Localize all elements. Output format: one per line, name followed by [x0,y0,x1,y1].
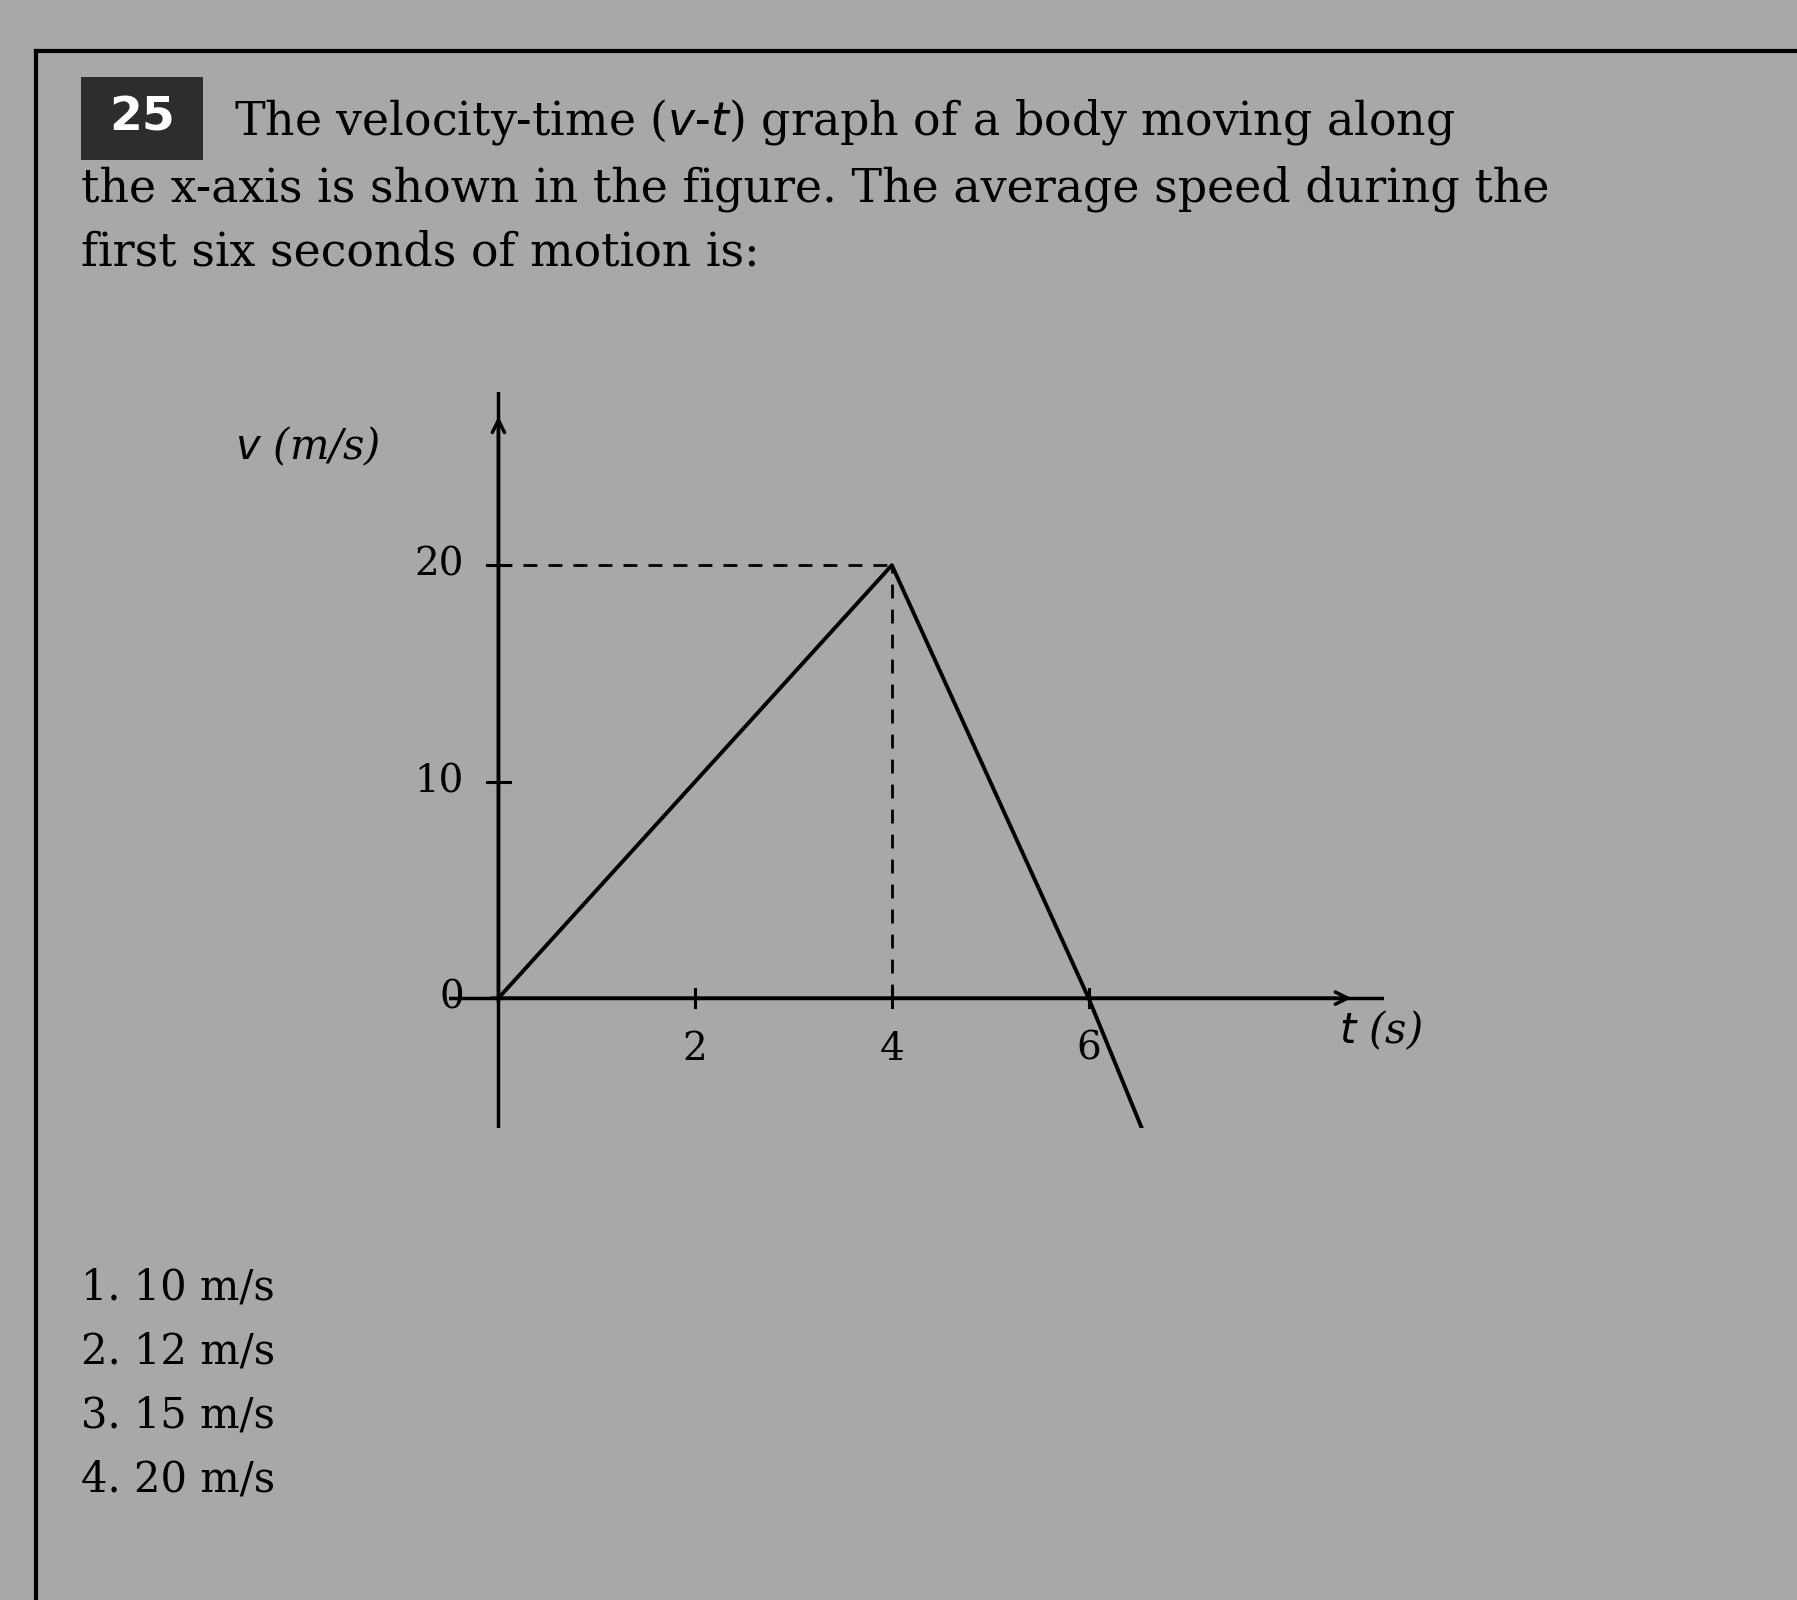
Text: 20: 20 [415,547,464,584]
Text: 2. 12 m/s: 2. 12 m/s [81,1331,275,1373]
Text: 2: 2 [683,1030,708,1067]
Text: 1. 10 m/s: 1. 10 m/s [81,1267,275,1309]
Text: 25: 25 [110,96,174,141]
Text: 10: 10 [415,763,464,800]
Text: 4. 20 m/s: 4. 20 m/s [81,1459,275,1501]
Text: 6: 6 [1076,1030,1102,1067]
Text: 4: 4 [879,1030,904,1067]
Text: 3. 15 m/s: 3. 15 m/s [81,1395,275,1437]
Text: first six seconds of motion is:: first six seconds of motion is: [81,230,760,275]
Text: the x-axis is shown in the figure. The average speed during the: the x-axis is shown in the figure. The a… [81,165,1549,213]
Text: $v$ (m/s): $v$ (m/s) [235,424,381,467]
Text: The velocity-time ($v$-$t$) graph of a body moving along: The velocity-time ($v$-$t$) graph of a b… [234,96,1456,147]
Text: $t$ (s): $t$ (s) [1339,1010,1423,1053]
FancyBboxPatch shape [81,77,203,160]
Text: 0: 0 [438,979,464,1016]
